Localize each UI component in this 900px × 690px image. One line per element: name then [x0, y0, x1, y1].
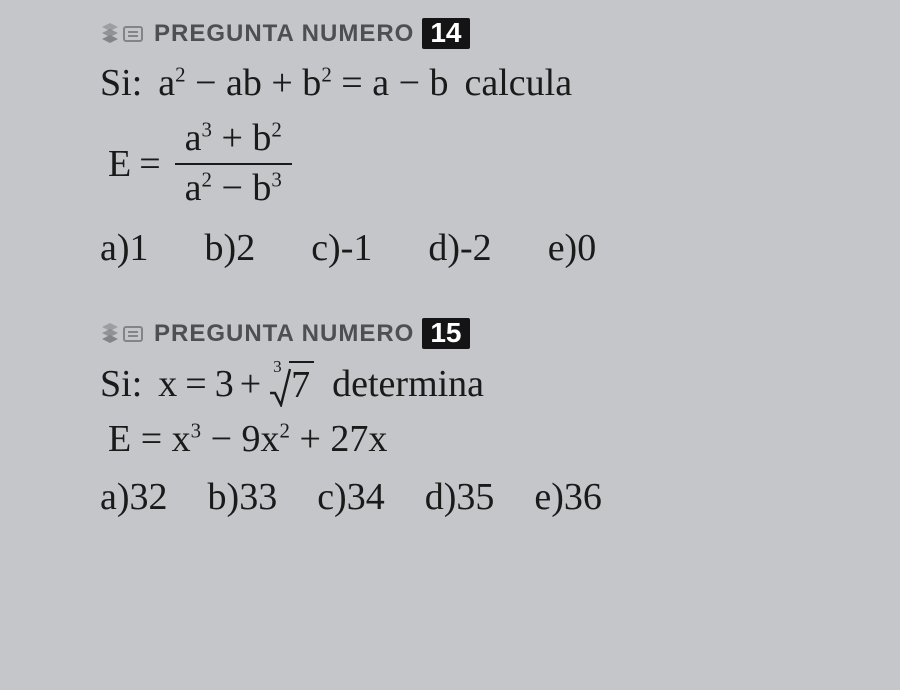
option-e: e)36 — [534, 475, 602, 519]
option-c: c)34 — [317, 475, 385, 519]
option-a: a)32 — [100, 475, 168, 519]
expr-flat: E = x3 − 9x2 + 27x — [108, 417, 387, 461]
cond-term1: 3 — [215, 362, 234, 406]
option-b: b)33 — [208, 475, 278, 519]
cube-root: 3 7 — [269, 361, 314, 407]
question-14: PREGUNTA NUMERO 14 Si: a2 − ab + b2 = a … — [100, 18, 840, 270]
option-b: b)2 — [205, 226, 256, 270]
question-header: PREGUNTA NUMERO 15 — [100, 318, 840, 349]
radical-index: 3 — [273, 357, 282, 377]
q14-options: a)1 b)2 c)-1 d)-2 e)0 — [100, 226, 840, 270]
question-number-badge: 14 — [422, 18, 469, 49]
equals-sign: = — [139, 142, 160, 186]
option-c: c)-1 — [311, 226, 372, 270]
q14-condition: Si: a2 − ab + b2 = a − b calcula — [100, 61, 840, 105]
radicand: 7 — [289, 361, 314, 407]
q14-expression: E = a3 + b2 a2 − b3 — [108, 115, 840, 212]
condition-expression: a2 − ab + b2 = a − b — [158, 61, 448, 105]
prompt-prefix: Si: — [100, 362, 142, 406]
equals-sign: = — [185, 362, 206, 406]
stack-icon — [100, 321, 144, 347]
q15-options: a)32 b)33 c)34 d)35 e)36 — [100, 475, 840, 519]
cond-lhs: x — [158, 362, 177, 406]
question-label: PREGUNTA NUMERO — [154, 320, 414, 348]
question-header: PREGUNTA NUMERO 14 — [100, 18, 840, 49]
prompt-prefix: Si: — [100, 61, 142, 105]
plus-sign: + — [240, 362, 261, 406]
fraction: a3 + b2 a2 − b3 — [175, 115, 292, 212]
prompt-suffix: determina — [332, 362, 484, 406]
question-label: PREGUNTA NUMERO — [154, 20, 414, 48]
option-d: d)35 — [425, 475, 495, 519]
q15-expression: E = x3 − 9x2 + 27x — [108, 417, 840, 461]
q15-condition: Si: x = 3 + 3 7 determina — [100, 361, 840, 407]
fraction-denominator: a2 − b3 — [175, 165, 292, 213]
prompt-suffix: calcula — [465, 61, 573, 105]
option-e: e)0 — [548, 226, 597, 270]
expr-lhs: E — [108, 142, 131, 186]
question-number-badge: 15 — [422, 318, 469, 349]
page: PREGUNTA NUMERO 14 Si: a2 − ab + b2 = a … — [0, 0, 900, 519]
stack-icon — [100, 21, 144, 47]
question-15: PREGUNTA NUMERO 15 Si: x = 3 + 3 7 deter… — [100, 318, 840, 519]
fraction-numerator: a3 + b2 — [175, 115, 292, 163]
option-a: a)1 — [100, 226, 149, 270]
option-d: d)-2 — [428, 226, 491, 270]
